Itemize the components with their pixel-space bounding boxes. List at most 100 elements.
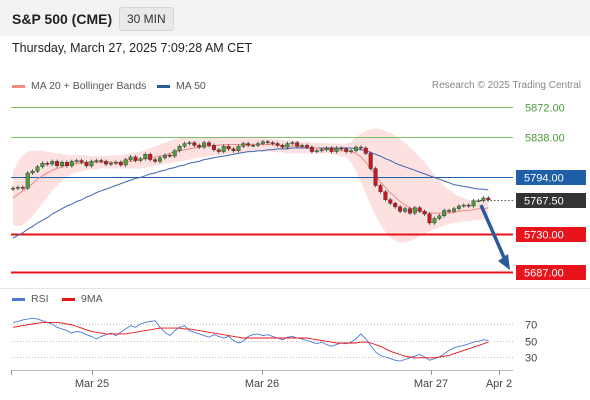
projection-arrow-shaft — [479, 204, 508, 263]
candle-body — [74, 160, 79, 162]
candle-body — [275, 143, 280, 146]
candle-body — [290, 142, 295, 144]
level-label-bg — [516, 265, 586, 280]
rsi-9ma-line — [12, 321, 489, 359]
candle-body — [358, 146, 363, 149]
legend-swatch — [12, 84, 25, 88]
candle-body — [79, 160, 84, 163]
legend-label: RSI — [31, 293, 49, 305]
candle-body — [349, 150, 354, 152]
candle-body — [324, 147, 329, 151]
level-label-bg — [516, 193, 586, 208]
candle-body — [104, 161, 109, 165]
candle-body — [486, 197, 491, 200]
legend-swatch — [12, 297, 25, 301]
candle-body — [305, 145, 310, 148]
candle-body — [319, 149, 324, 152]
legend-swatch — [157, 84, 170, 88]
candle-body — [118, 162, 123, 166]
ma50-line — [12, 147, 489, 239]
candle-body — [123, 159, 128, 166]
candle-body — [162, 154, 167, 159]
candle-body — [69, 161, 74, 167]
candle-body — [187, 142, 192, 144]
credit-text: Research © 2025 Trading Central — [431, 80, 581, 91]
candle-body — [329, 147, 334, 152]
candle-body — [466, 204, 471, 207]
candle-body — [388, 199, 393, 204]
candle-body — [246, 143, 251, 146]
candle-body — [236, 146, 241, 151]
x-tick-label: Apr 2 — [486, 378, 512, 390]
rsi-tick-label: 30 — [525, 353, 537, 365]
candle-body — [148, 154, 153, 160]
level-label: 5767.50 — [524, 196, 564, 208]
level-label-bg — [516, 227, 586, 242]
candle-body — [45, 162, 50, 165]
candle-body — [398, 206, 403, 212]
candle-body — [383, 191, 388, 200]
chart-header: S&P 500 (CME) 30 MIN — [0, 0, 590, 36]
candle-body — [84, 162, 89, 167]
x-tick-label: Mar 25 — [75, 378, 109, 390]
candle-body — [407, 208, 412, 214]
legend-swatch — [62, 297, 75, 301]
candle-body — [25, 172, 30, 189]
candle-body — [216, 149, 221, 152]
level-label-bg — [516, 170, 586, 185]
legend-label: MA 50 — [176, 80, 206, 92]
chart-datetime: Thursday, March 27, 2025 7:09:28 AM CET — [12, 41, 253, 55]
candle-body — [20, 187, 25, 189]
candle-body — [309, 146, 314, 152]
rsi-line — [12, 317, 489, 362]
candle-body — [202, 142, 207, 148]
candle-body — [422, 211, 427, 215]
candle-body — [153, 159, 158, 162]
legend-rsi: RSI — [12, 293, 49, 305]
candle-body — [447, 210, 452, 212]
candle-body — [192, 142, 197, 146]
level-label: 5872.00 — [525, 103, 565, 115]
candle-body — [167, 154, 172, 157]
candle-body — [138, 158, 143, 161]
candle-body — [295, 142, 300, 147]
candle-body — [197, 145, 202, 148]
x-tick-label: Mar 27 — [414, 378, 448, 390]
candle-body — [456, 205, 461, 209]
candle-body — [89, 161, 94, 167]
candle-body — [211, 145, 216, 151]
candle-body — [113, 162, 118, 164]
candle-body — [442, 210, 447, 217]
candle-body — [231, 148, 236, 151]
candle-body — [40, 162, 45, 167]
candle-body — [94, 160, 99, 162]
level-label: 5838.00 — [525, 133, 565, 145]
projection-arrow-head — [498, 254, 510, 270]
candle-body — [476, 200, 481, 202]
candle-body — [172, 150, 177, 157]
candle-body — [260, 141, 265, 144]
candle-body — [226, 146, 231, 150]
candle-body — [452, 208, 457, 212]
candle-body — [314, 150, 319, 152]
candle-body — [368, 153, 373, 169]
candle-body — [35, 166, 40, 172]
rsi-tick-label: 50 — [525, 337, 537, 349]
candle-body — [265, 141, 270, 143]
candle-body — [339, 147, 344, 150]
candle-body — [412, 207, 417, 214]
candle-body — [10, 187, 15, 190]
candle-body — [437, 215, 442, 219]
timeframe-button[interactable]: 30 MIN — [119, 7, 174, 31]
candle-body — [157, 157, 162, 162]
candle-body — [64, 162, 69, 167]
candle-body — [427, 213, 432, 224]
candle-body — [128, 156, 133, 160]
candle-body — [256, 143, 261, 146]
candle-body — [270, 142, 275, 144]
candle-body — [344, 148, 349, 152]
candle-body — [177, 146, 182, 151]
legend-9ma: 9MA — [62, 293, 103, 305]
candle-body — [461, 204, 466, 207]
